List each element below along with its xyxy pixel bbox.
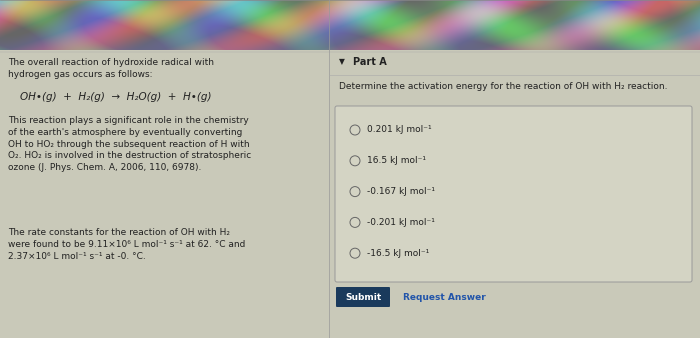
Text: -0.167 kJ mol⁻¹: -0.167 kJ mol⁻¹ bbox=[367, 187, 435, 196]
Bar bbox=[0, 50, 700, 338]
Text: -16.5 kJ mol⁻¹: -16.5 kJ mol⁻¹ bbox=[367, 249, 429, 258]
Text: Determine the activation energy for the reaction of OH with H₂ reaction.: Determine the activation energy for the … bbox=[339, 82, 668, 91]
Text: -0.201 kJ mol⁻¹: -0.201 kJ mol⁻¹ bbox=[367, 218, 435, 227]
Text: ▼: ▼ bbox=[339, 57, 345, 66]
Text: Part A: Part A bbox=[353, 57, 386, 67]
Text: The rate constants for the reaction of OH with H₂
were found to be 9.11×10⁶ L mo: The rate constants for the reaction of O… bbox=[8, 228, 246, 261]
FancyBboxPatch shape bbox=[336, 287, 390, 307]
FancyBboxPatch shape bbox=[335, 106, 692, 282]
Text: The overall reaction of hydroxide radical with
hydrogen gas occurs as follows:: The overall reaction of hydroxide radica… bbox=[8, 58, 214, 79]
Text: Submit: Submit bbox=[345, 292, 381, 301]
Text: 0.201 kJ mol⁻¹: 0.201 kJ mol⁻¹ bbox=[367, 125, 432, 135]
Text: Request Answer: Request Answer bbox=[403, 292, 486, 301]
Text: 16.5 kJ mol⁻¹: 16.5 kJ mol⁻¹ bbox=[367, 156, 426, 165]
Text: This reaction plays a significant role in the chemistry
of the earth's atmospher: This reaction plays a significant role i… bbox=[8, 116, 251, 172]
Text: OH•(g)  +  H₂(g)  →  H₂O(g)  +  H•(g): OH•(g) + H₂(g) → H₂O(g) + H•(g) bbox=[20, 92, 211, 102]
